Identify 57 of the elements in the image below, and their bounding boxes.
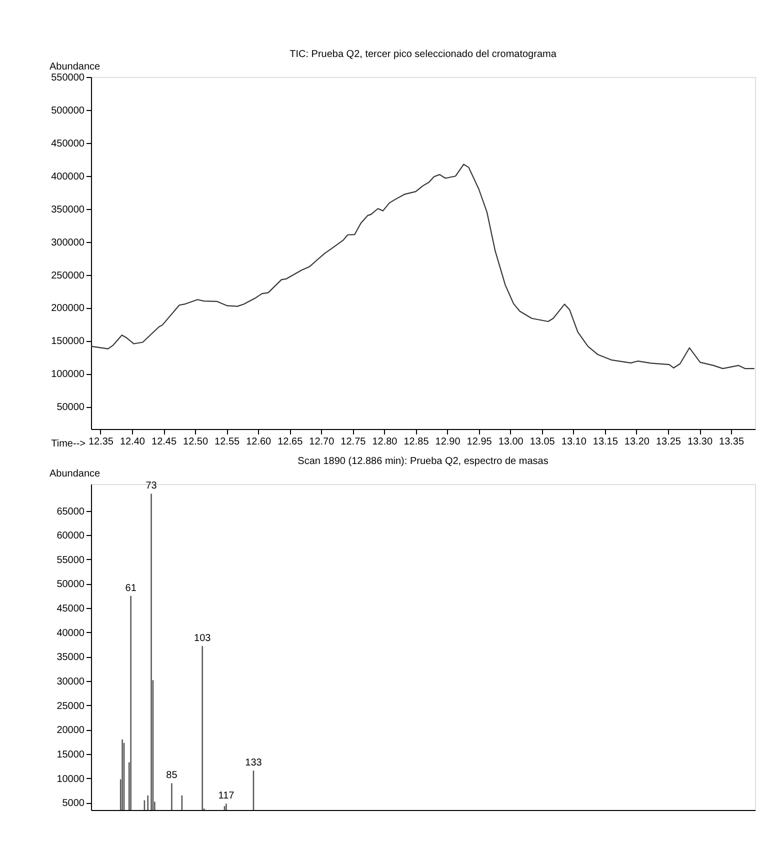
- text: 85: [166, 770, 178, 782]
- y-tick-label: 500000: [51, 105, 85, 116]
- y-tick-label: 35000: [56, 652, 85, 664]
- text: 73: [146, 480, 157, 492]
- y-tick-label: 45000: [56, 604, 85, 615]
- x-tick-label: 12.90: [435, 436, 461, 448]
- y-tick-label: 5000: [62, 798, 85, 810]
- x-tick-label: 12.85: [404, 436, 430, 448]
- text: 103: [194, 633, 211, 644]
- x-tick-label: 12.60: [246, 436, 272, 448]
- line-series: [91, 164, 755, 370]
- x-tick-label: 13.05: [530, 436, 556, 448]
- y-tick-label: 50000: [56, 402, 85, 414]
- x-tick-label: 13.25: [656, 436, 682, 448]
- x-tick-label: 12.55: [214, 436, 240, 448]
- y-tick-label: 10000: [56, 774, 85, 785]
- x-tick-label: 12.50: [183, 436, 208, 448]
- y-tick-label: 350000: [51, 204, 85, 216]
- x-tick-label: 12.70: [309, 436, 335, 448]
- y-tick-label: 550000: [51, 72, 85, 84]
- x-tick-label: 13.15: [592, 436, 618, 448]
- x-tick-label: 12.65: [278, 436, 304, 448]
- x-tick-label: 13.20: [624, 436, 650, 448]
- x-tick-label: 13.10: [561, 436, 587, 448]
- y-tick-label: 25000: [56, 700, 85, 712]
- text: 117: [218, 790, 234, 802]
- y-tick-label: 60000: [56, 530, 85, 542]
- y-tick-label: 450000: [51, 138, 85, 150]
- text: 133: [245, 758, 262, 769]
- x-tick-label: 12.75: [340, 436, 366, 448]
- y-tick-label: 400000: [51, 171, 85, 182]
- x-tick-label: 12.45: [152, 436, 177, 448]
- x-tick-label: 12.80: [372, 436, 398, 448]
- x-tick-label: 12.40: [120, 436, 146, 448]
- x-tick-label: 12.95: [466, 436, 492, 448]
- text: 61: [125, 582, 136, 594]
- x-tick-label: 12.35: [88, 436, 114, 448]
- y-axis-title: Abundance: [50, 468, 101, 480]
- chart-title: TIC: Prueba Q2, tercer pico seleccionado del cromatograma: [290, 49, 557, 60]
- x-axis-title: Time-->: [51, 438, 86, 450]
- y-tick-label: 100000: [51, 369, 85, 380]
- y-tick-label: 15000: [56, 750, 85, 761]
- x-tick-label: 13.00: [498, 436, 524, 448]
- y-tick-label: 50000: [56, 579, 85, 590]
- y-tick-label: 40000: [56, 628, 85, 639]
- y-tick-label: 30000: [56, 676, 85, 688]
- chart-title: Scan 1890 (12.886 min): Prueba Q2, espectro de masas: [298, 456, 548, 467]
- y-axis-title: Abundance: [50, 62, 101, 72]
- y-tick-label: 65000: [56, 506, 85, 518]
- x-tick-label: 13.30: [687, 436, 713, 448]
- y-tick-label: 300000: [51, 237, 85, 248]
- x-tick-label: 13.35: [719, 436, 744, 448]
- y-tick-label: 150000: [51, 336, 85, 348]
- y-tick-label: 250000: [51, 270, 85, 282]
- y-tick-label: 200000: [51, 303, 85, 314]
- y-tick-label: 20000: [56, 725, 85, 736]
- y-tick-label: 55000: [56, 554, 85, 566]
